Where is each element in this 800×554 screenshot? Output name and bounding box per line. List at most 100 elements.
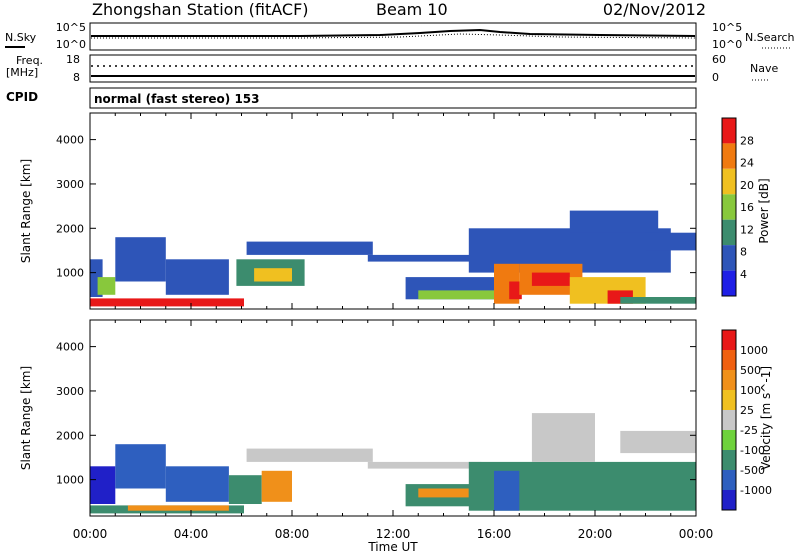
velocity-ylabel: Slant Range [km]	[19, 366, 33, 470]
colorbar-swatch	[722, 410, 736, 430]
data-region	[620, 430, 697, 454]
colorbar-tick-label: 1000	[740, 344, 768, 357]
data-region	[165, 259, 229, 295]
colorbar-tick-label: -1000	[740, 484, 772, 497]
data-region	[246, 448, 373, 462]
data-region	[115, 300, 217, 306]
cpid-label: CPID	[6, 90, 38, 104]
data-region	[115, 237, 166, 282]
colorbar-swatch	[722, 194, 736, 220]
station-title: Zhongshan Station (fitACF)	[92, 0, 309, 19]
data-region	[418, 290, 495, 300]
colorbar-swatch	[722, 118, 736, 144]
data-region	[494, 470, 520, 511]
y-tick-label: 2000	[56, 429, 84, 442]
nsearch-label: N.Search	[745, 31, 795, 44]
colorbar-tick-label: 500	[740, 364, 761, 377]
colorbar-tick-label: -500	[740, 464, 765, 477]
y-tick-label: 4000	[56, 341, 84, 354]
power-axes: 4000 3000 2000 1000	[56, 113, 697, 309]
colorbar-tick-label: 8	[740, 246, 747, 259]
x-tick-label: 08:00	[275, 527, 310, 541]
freq-label: Freq.	[16, 54, 43, 67]
colorbar-tick-label: 16	[740, 201, 754, 214]
cpid-text: normal (fast stereo) 153	[94, 92, 260, 106]
y-tick-label: 1000	[56, 267, 84, 280]
freq-tick-top: 18	[66, 53, 80, 66]
data-region	[97, 277, 116, 295]
colorbar-tick-label: 100	[740, 384, 761, 397]
velocity-data-layer	[90, 413, 697, 514]
x-tick-label: 04:00	[174, 527, 209, 541]
x-tick-label: 00:00	[73, 527, 108, 541]
data-region	[127, 505, 229, 511]
colorbar-swatch	[722, 470, 736, 490]
data-region	[509, 281, 522, 300]
data-region	[645, 232, 696, 251]
colorbar-swatch	[722, 143, 736, 169]
date-label: 02/Nov/2012	[603, 0, 706, 19]
colorbar-frame	[721, 329, 737, 511]
freq-unit-label: [MHz]	[6, 66, 38, 79]
colorbar-tick-label: 24	[740, 157, 754, 170]
x-tick-label: 20:00	[578, 527, 613, 541]
data-region	[261, 470, 292, 502]
colorbar-swatch	[722, 245, 736, 271]
data-region	[531, 272, 570, 286]
colorbar-tick-label: -25	[740, 424, 758, 437]
data-region	[367, 254, 482, 262]
data-region	[254, 268, 292, 282]
colorbar-tick-label: 12	[740, 223, 754, 236]
freq-tick-bottom: 8	[73, 71, 80, 84]
data-region	[418, 488, 469, 498]
colorbar-swatch	[722, 168, 736, 195]
data-region	[228, 475, 262, 504]
freq-panel	[89, 54, 697, 83]
colorbar-tick-label: 4	[740, 268, 747, 281]
beam-label: Beam 10	[376, 0, 448, 19]
colorbar-tick-label: 25	[740, 404, 754, 417]
y-tick-label: 3000	[56, 178, 84, 191]
noise-tick-right-top: 10^5	[712, 21, 742, 34]
data-region	[90, 466, 116, 504]
data-region	[620, 297, 697, 304]
data-region	[246, 241, 373, 255]
velocity-panel: 4000 3000 2000 1000 Slant Range [km] 1000 50…	[19, 319, 773, 517]
data-region	[569, 210, 659, 233]
y-tick-label: 1000	[56, 474, 84, 487]
nave-tick-top: 60	[712, 53, 726, 66]
power-colorbar-label: Power [dB]	[757, 178, 771, 243]
x-tick-label: 16:00	[477, 527, 512, 541]
colorbar-swatch	[722, 219, 736, 246]
power-panel: 4000 3000 2000 1000 Slant Range [km] 28 24 20…	[19, 112, 771, 310]
power-ylabel: Slant Range [km]	[19, 159, 33, 263]
nave-tick-bottom: 0	[712, 71, 719, 84]
power-data-layer	[90, 210, 697, 307]
colorbar-tick-label: 20	[740, 179, 754, 192]
velocity-colorbar: 1000 500 100 25 -25 -100 -500 -1000	[721, 329, 772, 511]
noise-panel	[89, 22, 697, 51]
x-tick-label: 12:00	[376, 527, 411, 541]
time-axis: 00:00 04:00 08:00 12:00 16:00 20:00 00:00	[73, 527, 714, 541]
data-region	[165, 466, 229, 502]
colorbar-swatch	[722, 350, 736, 370]
time-xlabel: Time UT	[367, 540, 418, 554]
data-region	[115, 444, 166, 489]
power-colorbar: 28 24 20 16 12 8 4	[721, 117, 754, 297]
noise-tick-left-top: 10^5	[56, 21, 86, 34]
nsearch-trace	[91, 33, 696, 39]
colorbar-swatch	[722, 330, 736, 350]
y-tick-label: 4000	[56, 134, 84, 147]
colorbar-tick-label: -100	[740, 444, 765, 457]
colorbar-swatch	[722, 270, 736, 296]
nsky-label: N.Sky	[5, 31, 37, 44]
nsky-trace	[91, 28, 696, 37]
colorbar-swatch	[722, 370, 736, 390]
y-tick-label: 2000	[56, 222, 84, 235]
y-tick-label: 3000	[56, 385, 84, 398]
colorbar-swatch	[722, 430, 736, 450]
velocity-colorbar-label: Velocity [m s^-1]	[759, 366, 773, 470]
velocity-axes: 4000 3000 2000 1000	[56, 320, 697, 516]
colorbar-swatch	[722, 490, 736, 510]
